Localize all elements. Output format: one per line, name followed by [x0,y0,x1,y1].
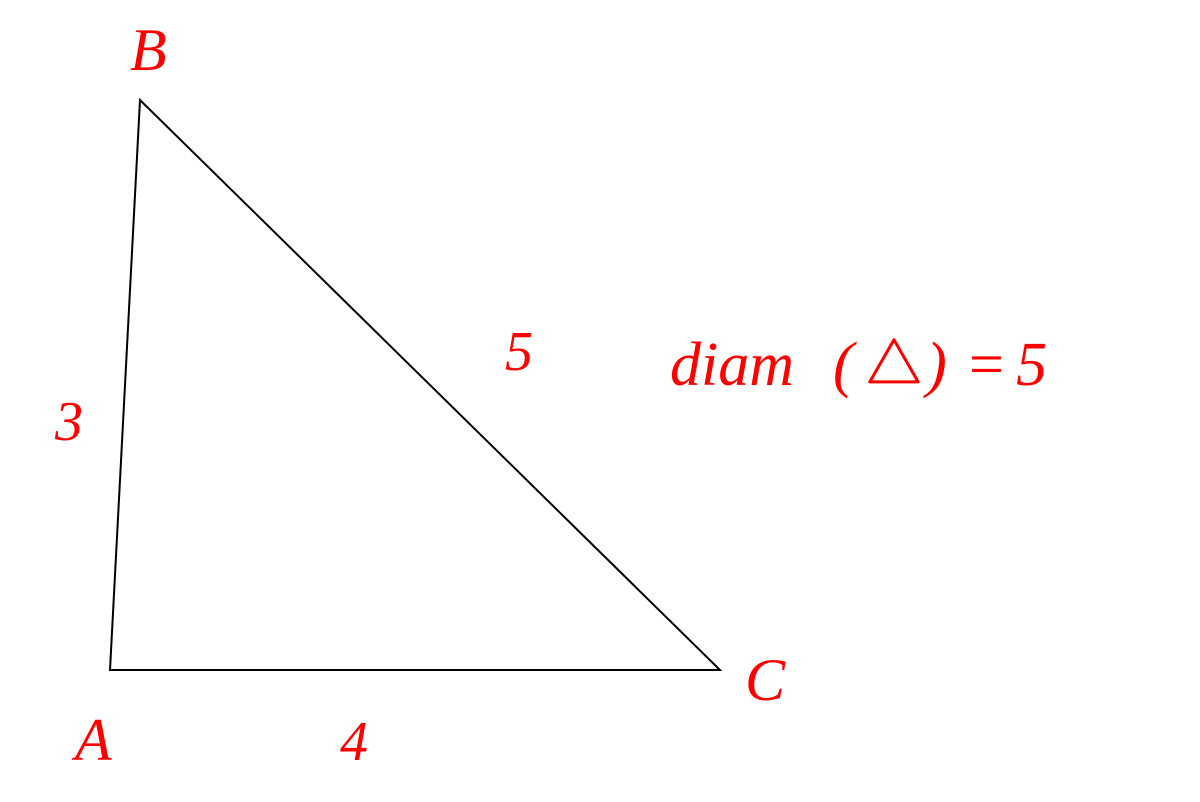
triangle-glyph-icon [870,340,918,382]
formula-lparen: ( [833,331,857,399]
triangle-abc [110,100,720,670]
formula-value: 5 [1016,331,1047,399]
vertex-label-c: C [745,647,786,713]
vertex-label-b: B [130,17,167,83]
diameter-formula: diam ( ) = 5 [670,331,1047,399]
formula-rparen: ) [923,331,947,399]
diagram-canvas: A B C 3 4 5 diam ( ) = 5 [0,0,1200,802]
side-label-ab: 3 [54,391,83,453]
formula-prefix: diam [670,331,794,399]
formula-equals: = [965,331,1007,399]
side-label-ac: 4 [340,711,368,773]
vertex-label-a: A [71,707,112,773]
side-label-bc: 5 [505,321,533,383]
